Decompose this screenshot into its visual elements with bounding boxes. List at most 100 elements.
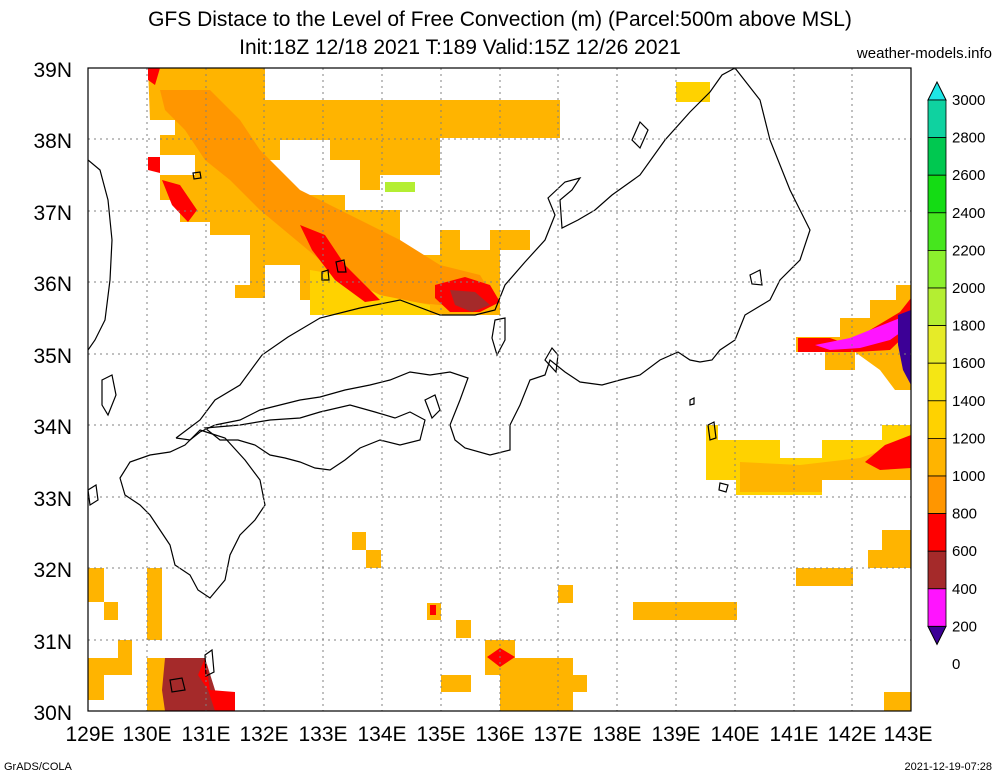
- lfc-brown-wakasa: [450, 290, 490, 312]
- colorbar-label: 200: [952, 618, 977, 635]
- colorbar-label: 1400: [952, 393, 985, 410]
- lfc-red-band-1: [300, 225, 380, 302]
- lfc-spot-6: [441, 675, 471, 692]
- lon-label: 137E: [533, 723, 582, 746]
- colorbar-label: 2600: [952, 167, 985, 184]
- colorbar-swatch: [927, 588, 947, 627]
- lon-label: 140E: [710, 723, 759, 746]
- colorbar-label: 2400: [952, 205, 985, 222]
- colorbar-label: 800: [952, 506, 977, 523]
- grid-lines: [88, 68, 911, 711]
- lon-label: 141E: [769, 723, 818, 746]
- colorbar-label: 3000: [952, 92, 985, 109]
- noto-peninsula: [544, 346, 559, 374]
- colorbar-label: 1800: [952, 318, 985, 335]
- lat-label: 30N: [33, 702, 72, 725]
- korea-coast: [88, 159, 113, 351]
- lon-label: 131E: [181, 723, 230, 746]
- lfc-magenta-east: [815, 313, 911, 350]
- lfc-yellow-northeast: [676, 82, 710, 102]
- lfc-spot-3: [558, 585, 573, 603]
- lfc-spot-5: [456, 620, 471, 638]
- oki-islands: [321, 259, 347, 281]
- colorbar-arrow-top: [927, 80, 947, 101]
- goto-islands: [88, 483, 99, 507]
- lfc-orange-east-2: [740, 440, 911, 492]
- colorbar-label: 2800: [952, 130, 985, 147]
- lon-label: 138E: [592, 723, 641, 746]
- lfc-core-north: [160, 90, 495, 305]
- colorbar-swatch: [927, 99, 947, 138]
- lon-label: 132E: [239, 723, 288, 746]
- kyushu-coast: [119, 429, 266, 599]
- colorbar-label: 400: [952, 581, 977, 598]
- honshu-coast: [175, 68, 811, 456]
- lon-axis: 129E 130E 131E 132E 133E 134E 135E 136E …: [65, 723, 932, 746]
- lfc-red-band-2: [162, 180, 197, 222]
- lfc-east-box-2: [884, 692, 911, 711]
- colorbar-label: 2000: [952, 280, 985, 297]
- lat-label: 36N: [33, 273, 72, 296]
- colorbar-swatch: [927, 137, 947, 176]
- colorbar-swatch: [927, 550, 947, 590]
- colorbar-label: 1200: [952, 430, 985, 447]
- timestamp: 2021-12-19-07:28: [904, 761, 992, 773]
- lfc-red-spot-3: [148, 68, 160, 173]
- lon-label: 143E: [883, 723, 932, 746]
- lfc-spot-2: [366, 550, 381, 568]
- lon-label: 142E: [827, 723, 876, 746]
- colorbar-swatch: [927, 400, 947, 439]
- lfc-red-east-2: [865, 435, 911, 470]
- colorbar-swatch: [927, 362, 947, 402]
- colorbar-swatch: [927, 174, 947, 214]
- lfc-region-sw: [88, 568, 162, 700]
- shikoku-coast: [203, 404, 426, 471]
- lon-label: 133E: [298, 723, 347, 746]
- lat-label: 35N: [33, 345, 72, 368]
- sado-island: [631, 120, 649, 150]
- colorbar-label: 2200: [952, 242, 985, 259]
- lfc-red-kii-south: [487, 648, 515, 667]
- yakushima: [169, 677, 186, 693]
- lat-label: 39N: [33, 59, 72, 82]
- small-island-ne: [749, 269, 763, 286]
- lat-axis: 39N 38N 37N 36N 35N 34N 33N 32N 31N 30N: [33, 59, 72, 725]
- colorbar-label: 1600: [952, 355, 985, 372]
- biwa-lake: [491, 317, 506, 357]
- colorbar-swatch: [927, 249, 947, 289]
- lfc-region-north: [148, 68, 560, 315]
- credit-text: weather-models.info: [856, 45, 992, 62]
- lat-label: 31N: [33, 631, 72, 654]
- lfc-purple-east: [898, 310, 911, 385]
- tsushima-island: [101, 374, 117, 417]
- plot-frame: [87, 67, 912, 712]
- map-title: GFS Distace to the Level of Free Convect…: [148, 8, 852, 31]
- lon-label: 139E: [651, 723, 700, 746]
- colorbar-label: 600: [952, 543, 977, 560]
- lfc-green-patch: [385, 182, 415, 192]
- lon-label: 134E: [357, 723, 406, 746]
- colorbar-swatch: [927, 437, 947, 477]
- lon-label: 129E: [65, 723, 114, 746]
- software-credit: GrADS/COLA: [4, 761, 72, 773]
- colorbar-label: 0: [952, 656, 960, 673]
- lat-label: 37N: [33, 202, 72, 225]
- small-island-north: [192, 171, 202, 180]
- colorbar-swatch: [927, 212, 947, 251]
- colorbar-arrow-bottom: [927, 625, 947, 646]
- lat-label: 32N: [33, 559, 72, 582]
- lat-label: 34N: [33, 416, 72, 439]
- colorbar-swatch: [927, 287, 947, 326]
- lfc-east-box-1: [796, 568, 853, 586]
- lfc-red-south: [198, 658, 235, 711]
- izu-islands: [689, 397, 729, 493]
- colorbar: 3000280026002400220020001800160014001200…: [927, 80, 985, 673]
- lfc-spot-1: [352, 532, 366, 550]
- map-subtitle: Init:18Z 12/18 2021 T:189 Valid:15Z 12/2…: [239, 36, 681, 59]
- lon-label: 130E: [122, 723, 171, 746]
- lat-label: 33N: [33, 488, 72, 511]
- lfc-south-bar: [633, 602, 737, 620]
- lfc-shading: [88, 68, 911, 711]
- lfc-region-east-3: [868, 530, 911, 568]
